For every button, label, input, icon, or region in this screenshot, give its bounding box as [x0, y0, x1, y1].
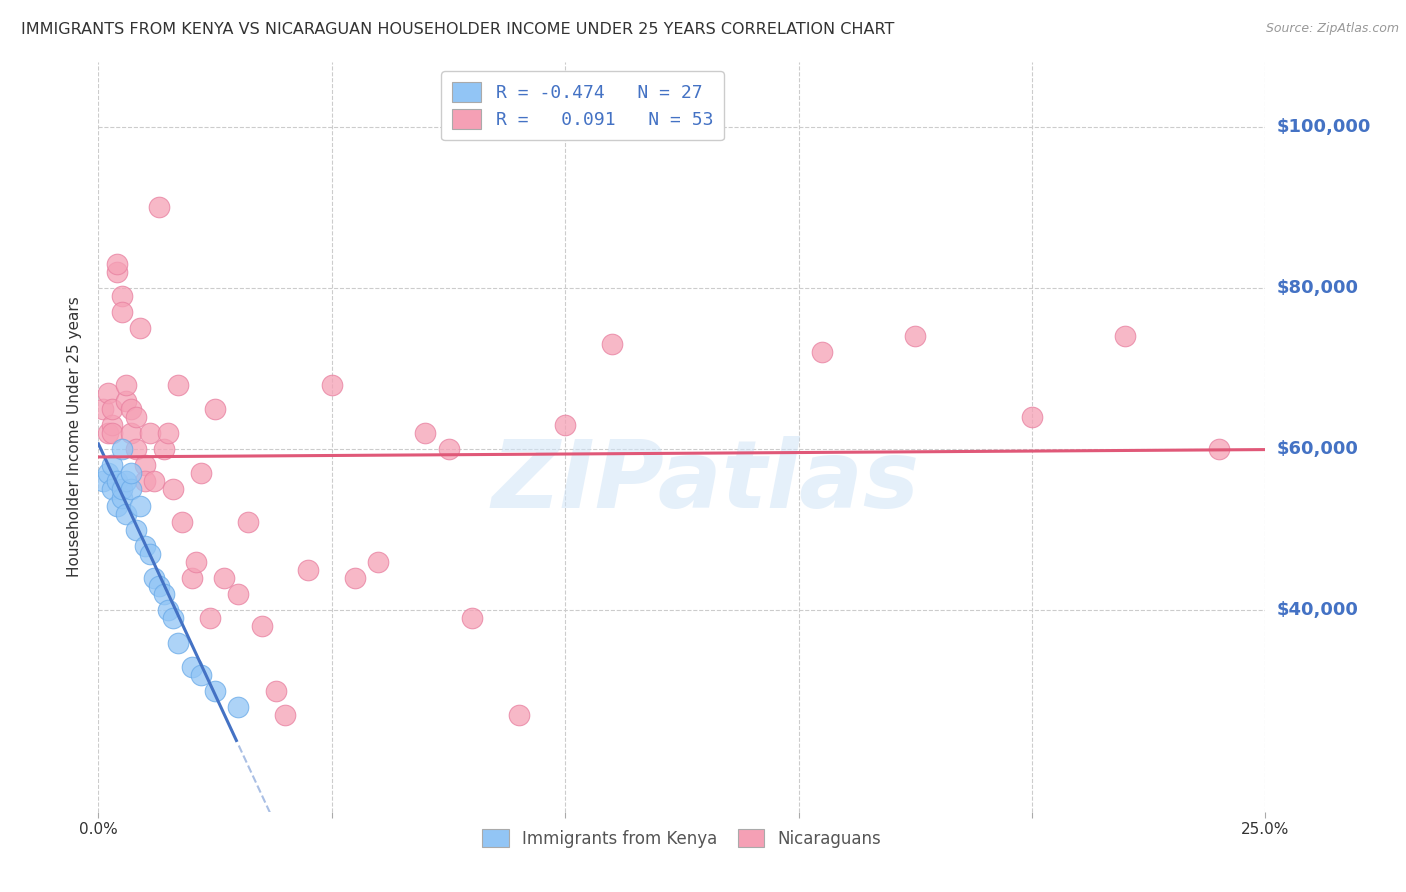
Point — [120, 401, 142, 416]
Point — [214, 571, 236, 585]
Point — [105, 475, 128, 489]
Point — [554, 417, 576, 432]
Point — [811, 345, 834, 359]
Point — [1021, 409, 1043, 424]
Point — [101, 425, 124, 440]
Point — [143, 571, 166, 585]
Text: $100,000: $100,000 — [1277, 118, 1371, 136]
Text: IMMIGRANTS FROM KENYA VS NICARAGUAN HOUSEHOLDER INCOME UNDER 25 YEARS CORRELATIO: IMMIGRANTS FROM KENYA VS NICARAGUAN HOUS… — [21, 22, 894, 37]
Point — [152, 442, 174, 457]
Y-axis label: Householder Income Under 25 years: Householder Income Under 25 years — [67, 297, 83, 577]
Point — [157, 603, 180, 617]
Point — [101, 483, 124, 497]
Point — [101, 401, 124, 416]
Point — [129, 321, 152, 335]
Point — [111, 483, 134, 497]
Point — [166, 377, 188, 392]
Point — [297, 563, 319, 577]
Point — [125, 442, 148, 457]
Point — [125, 523, 148, 537]
Point — [134, 475, 156, 489]
Point — [111, 305, 134, 319]
Point — [97, 425, 120, 440]
Point — [139, 547, 162, 561]
Point — [204, 684, 226, 698]
Point — [162, 611, 184, 625]
Point — [1208, 442, 1230, 457]
Text: $80,000: $80,000 — [1277, 279, 1358, 297]
Point — [180, 571, 202, 585]
Text: Source: ZipAtlas.com: Source: ZipAtlas.com — [1265, 22, 1399, 36]
Point — [264, 684, 287, 698]
Point — [134, 539, 156, 553]
Point — [105, 265, 128, 279]
Point — [461, 611, 484, 625]
Point — [172, 515, 194, 529]
Point — [115, 393, 138, 408]
Point — [125, 409, 148, 424]
Point — [1114, 329, 1136, 343]
Point — [508, 708, 530, 723]
Point — [97, 467, 120, 481]
Text: $40,000: $40,000 — [1277, 601, 1358, 619]
Point — [111, 442, 134, 457]
Point — [120, 467, 142, 481]
Point — [228, 587, 250, 601]
Point — [236, 515, 259, 529]
Point — [148, 579, 170, 593]
Point — [105, 499, 128, 513]
Point — [115, 475, 138, 489]
Point — [413, 425, 436, 440]
Point — [274, 708, 297, 723]
Point — [437, 442, 460, 457]
Point — [344, 571, 367, 585]
Point — [148, 201, 170, 215]
Point — [120, 425, 142, 440]
Point — [111, 289, 134, 303]
Point — [91, 401, 114, 416]
Point — [162, 483, 184, 497]
Point — [190, 667, 212, 681]
Point — [97, 385, 120, 400]
Point — [101, 417, 124, 432]
Point — [115, 377, 138, 392]
Point — [228, 700, 250, 714]
Point — [190, 467, 212, 481]
Point — [367, 555, 389, 569]
Point — [111, 491, 134, 505]
Legend: Immigrants from Kenya, Nicaraguans: Immigrants from Kenya, Nicaraguans — [474, 821, 890, 855]
Text: ZIPatlas: ZIPatlas — [491, 436, 920, 528]
Point — [134, 458, 156, 473]
Point — [91, 475, 114, 489]
Point — [115, 507, 138, 521]
Text: $60,000: $60,000 — [1277, 440, 1358, 458]
Point — [152, 587, 174, 601]
Point — [105, 257, 128, 271]
Point — [143, 475, 166, 489]
Point — [129, 499, 152, 513]
Point — [139, 425, 162, 440]
Point — [321, 377, 343, 392]
Point — [186, 555, 208, 569]
Point — [204, 401, 226, 416]
Point — [180, 659, 202, 673]
Point — [157, 425, 180, 440]
Point — [250, 619, 273, 633]
Point — [101, 458, 124, 473]
Point — [200, 611, 222, 625]
Point — [904, 329, 927, 343]
Point — [120, 483, 142, 497]
Point — [166, 635, 188, 649]
Point — [600, 337, 623, 351]
